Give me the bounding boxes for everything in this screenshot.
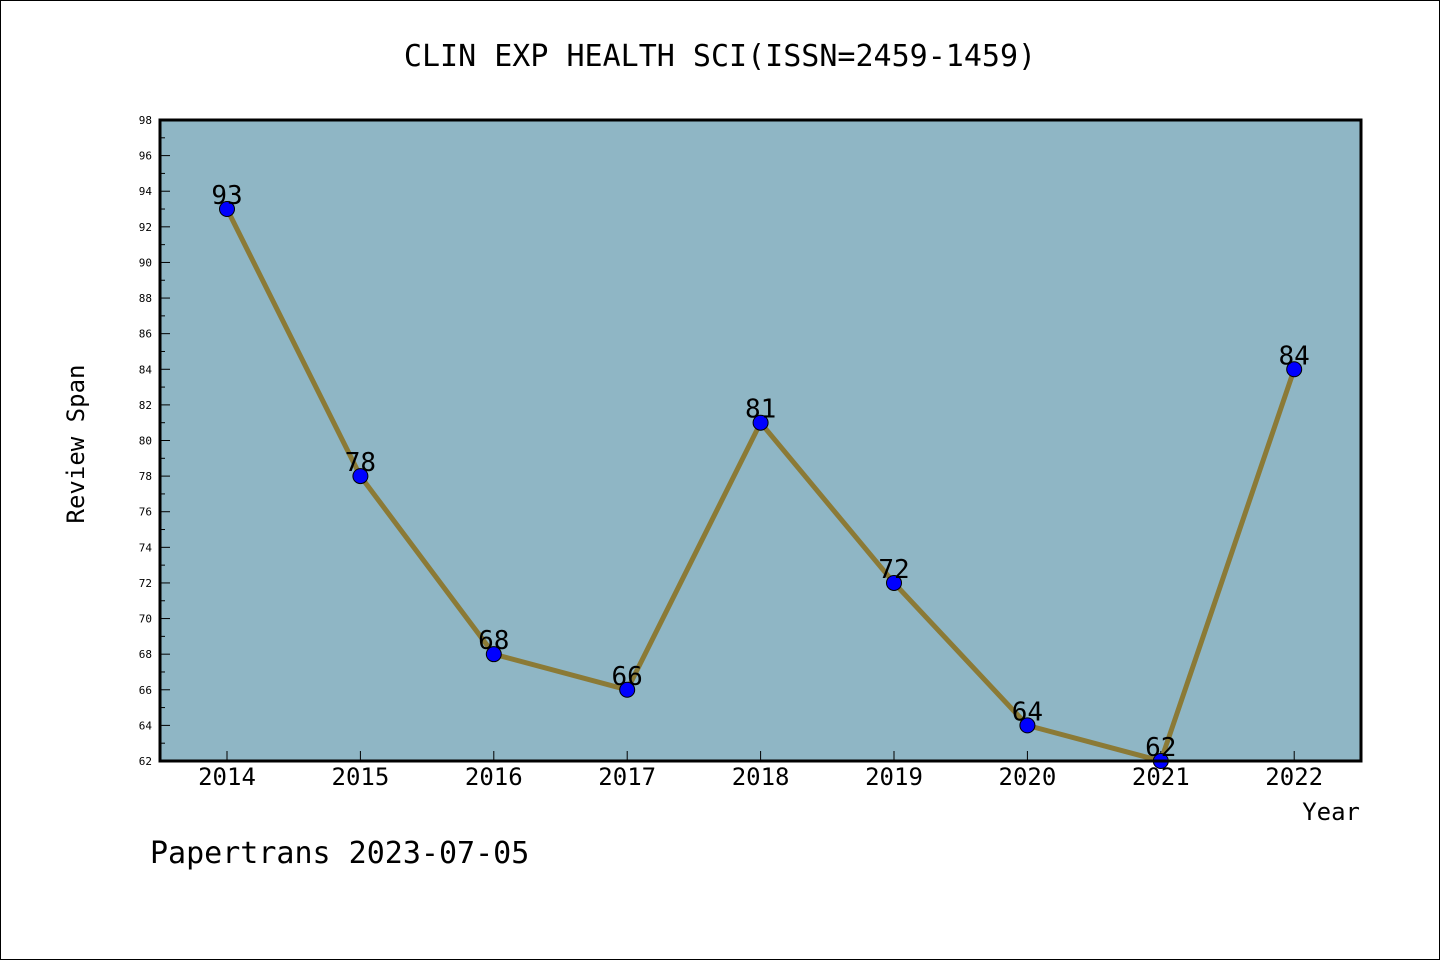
y-tick-label: 84 [139, 363, 153, 376]
y-tick-label: 70 [139, 613, 152, 626]
data-point [485, 646, 502, 663]
y-tick-label: 96 [139, 150, 152, 163]
data-label: 62 [1145, 733, 1176, 763]
data-point [619, 681, 636, 698]
data-label: 81 [745, 395, 776, 425]
data-label: 72 [878, 555, 909, 585]
y-tick-label: 86 [139, 328, 152, 341]
data-point [1019, 717, 1036, 734]
data-label: 68 [478, 626, 509, 656]
footer-credit: Papertrans 2023-07-05 [150, 836, 529, 871]
data-label: 66 [612, 662, 643, 692]
data-label: 84 [1279, 341, 1310, 371]
data-label: 64 [1012, 697, 1043, 727]
plot-frame [158, 118, 1363, 763]
y-tick-label: 68 [139, 648, 152, 661]
x-tick-label: 2020 [999, 763, 1057, 791]
y-tick-label: 98 [139, 114, 152, 127]
x-tick-label: 2019 [865, 763, 923, 791]
data-label: 78 [345, 448, 376, 478]
data-point [752, 414, 769, 431]
x-axis: 2014 2015 2016 2017 2018 2019 2020 2021 2022 [198, 751, 1323, 791]
y-tick-label: 90 [139, 256, 152, 269]
y-tick-label: 88 [139, 292, 152, 305]
y-tick-label: 64 [139, 719, 153, 732]
data-point [352, 468, 369, 485]
y-tick-label: 80 [139, 435, 152, 448]
y-tick-label: 92 [139, 221, 152, 234]
y-tick-label: 74 [139, 541, 153, 554]
x-tick-label: 2017 [598, 763, 656, 791]
x-tick-label: 2014 [198, 763, 256, 791]
y-tick-label: 66 [139, 684, 152, 697]
plot-area [160, 120, 1361, 761]
x-tick-label: 2018 [732, 763, 790, 791]
y-tick-label: 62 [139, 755, 152, 768]
y-tick-label: 82 [139, 399, 152, 412]
data-points [219, 201, 1303, 769]
y-tick-label: 94 [139, 185, 153, 198]
x-tick-label: 2015 [332, 763, 390, 791]
y-tick-label: 76 [139, 506, 152, 519]
data-point [1286, 361, 1303, 378]
x-tick-label: 2022 [1265, 763, 1323, 791]
chart-title: CLIN EXP HEALTH SCI(ISSN=2459-1459) [404, 39, 1036, 74]
y-tick-label: 78 [139, 470, 152, 483]
y-axis-title: Review Span [62, 365, 90, 524]
data-labels: 93 78 68 66 81 72 64 62 84 [211, 181, 1310, 763]
data-label: 93 [211, 181, 242, 211]
data-point [219, 201, 235, 218]
y-tick-label: 72 [139, 577, 152, 590]
x-tick-label: 2016 [465, 763, 523, 791]
y-axis: 62 64 66 68 70 72 74 76 78 80 82 84 86 88 90 92 94 96 98 [139, 114, 170, 768]
data-point [886, 574, 902, 591]
x-axis-title: Year [1302, 798, 1360, 826]
